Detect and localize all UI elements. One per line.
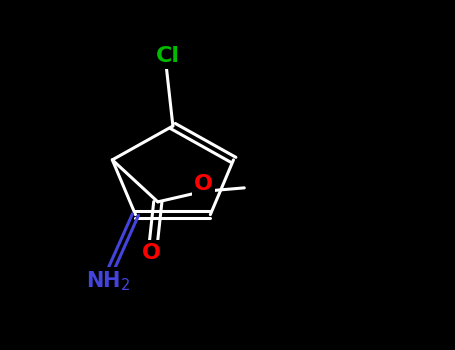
Text: NH$_2$: NH$_2$ (86, 270, 131, 293)
Text: Cl: Cl (157, 46, 180, 66)
Text: O: O (194, 174, 213, 194)
Text: O: O (142, 243, 161, 262)
